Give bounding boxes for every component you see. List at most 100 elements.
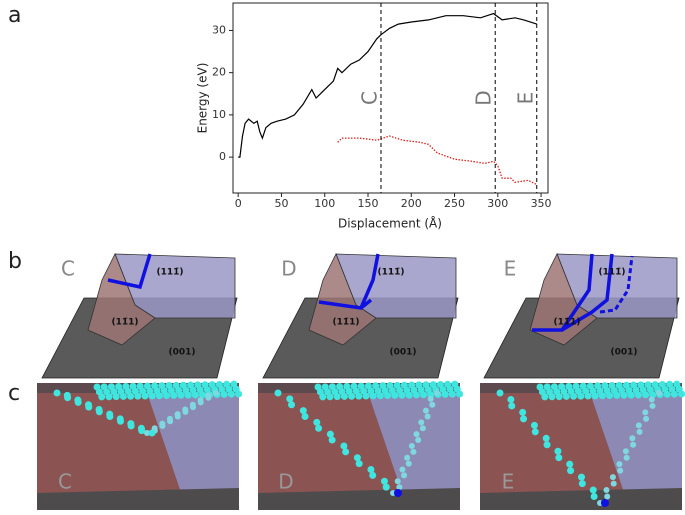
atom bbox=[663, 390, 671, 398]
face-label: (11̄1) bbox=[553, 318, 580, 328]
atom bbox=[170, 391, 178, 399]
atom bbox=[419, 425, 426, 432]
atom bbox=[369, 471, 377, 479]
face-label: (001) bbox=[389, 348, 416, 358]
atom bbox=[199, 391, 207, 399]
atom bbox=[163, 392, 171, 400]
x-axis-label: Displacement (Å) bbox=[338, 216, 442, 231]
atom bbox=[117, 417, 125, 425]
atom bbox=[630, 441, 637, 448]
atom bbox=[53, 389, 61, 397]
atom bbox=[591, 392, 599, 400]
atom bbox=[622, 448, 629, 455]
data-line bbox=[337, 135, 538, 186]
atom bbox=[382, 483, 390, 491]
atom bbox=[566, 460, 574, 468]
atom bbox=[429, 401, 436, 408]
core-atom bbox=[394, 489, 402, 497]
atom bbox=[197, 397, 204, 404]
atom bbox=[380, 477, 388, 485]
atom bbox=[418, 419, 425, 426]
atom bbox=[620, 391, 628, 399]
face-label: (11̄1) bbox=[111, 318, 138, 328]
atom bbox=[326, 393, 334, 401]
x-tick-label: 150 bbox=[358, 197, 379, 210]
atom bbox=[274, 389, 282, 397]
core-atom bbox=[601, 499, 609, 507]
atom bbox=[64, 394, 72, 402]
atom bbox=[623, 454, 630, 461]
facet-diagram: E (111̄) (11̄1) (001) bbox=[483, 253, 680, 379]
face-label: (111̄) bbox=[377, 268, 404, 278]
atom bbox=[301, 413, 309, 421]
y-axis-label: Energy (eV) bbox=[196, 63, 210, 134]
atom bbox=[617, 467, 624, 474]
atom bbox=[376, 392, 384, 400]
face-label: (001) bbox=[168, 348, 195, 358]
atom bbox=[319, 393, 327, 401]
atom bbox=[420, 391, 428, 399]
marker-label: C bbox=[357, 91, 381, 105]
panel-label: b bbox=[8, 249, 22, 274]
atom bbox=[415, 437, 422, 444]
x-tick-label: 50 bbox=[274, 197, 288, 210]
atom bbox=[410, 448, 417, 455]
snapshot-label: E bbox=[502, 470, 515, 494]
atom bbox=[398, 391, 406, 399]
atom bbox=[95, 408, 103, 416]
atom bbox=[328, 436, 336, 444]
x-tick-label: 350 bbox=[531, 197, 552, 210]
facet-label: C bbox=[61, 257, 75, 281]
snapshot-red-plane bbox=[258, 393, 408, 510]
atom bbox=[424, 413, 431, 420]
dislocation-line bbox=[107, 253, 152, 290]
atom bbox=[441, 390, 449, 398]
marker-label: D bbox=[472, 90, 496, 105]
atom bbox=[405, 391, 413, 399]
atom bbox=[134, 392, 142, 400]
atom bbox=[413, 431, 420, 438]
atom bbox=[541, 393, 549, 401]
atom bbox=[348, 392, 356, 400]
atom bbox=[174, 411, 181, 418]
atom bbox=[313, 418, 321, 426]
atom bbox=[554, 447, 562, 455]
atom bbox=[519, 408, 527, 416]
atom bbox=[629, 435, 636, 442]
atom bbox=[520, 415, 528, 423]
atom bbox=[384, 392, 392, 400]
atom bbox=[227, 390, 235, 398]
atom bbox=[609, 474, 616, 481]
y-tick-label: 30 bbox=[212, 23, 226, 36]
atom bbox=[636, 428, 643, 435]
facet-diagram: C (111̄) (11̄1) (001) bbox=[41, 253, 238, 379]
y-tick-label: 20 bbox=[212, 66, 226, 79]
atom bbox=[355, 392, 363, 400]
face-label: (001) bbox=[610, 348, 637, 358]
atom bbox=[610, 480, 617, 487]
plot-frame bbox=[232, 2, 549, 194]
atom bbox=[98, 393, 106, 401]
face-label: (111̄) bbox=[156, 268, 183, 278]
atom bbox=[288, 401, 296, 409]
atom bbox=[548, 393, 556, 401]
facet-diagram: D (111̄) (11̄1) (001) bbox=[262, 253, 459, 379]
atom bbox=[584, 392, 592, 400]
atom bbox=[396, 484, 403, 491]
atom bbox=[159, 420, 166, 427]
marker-label: E bbox=[513, 92, 537, 105]
atom bbox=[649, 391, 657, 399]
atom bbox=[105, 393, 113, 401]
atom bbox=[422, 407, 429, 414]
panel-label: c bbox=[8, 381, 20, 406]
atom bbox=[353, 454, 361, 462]
atom bbox=[542, 434, 550, 442]
atom bbox=[642, 391, 650, 399]
atom bbox=[408, 442, 415, 449]
atom bbox=[144, 430, 150, 436]
atom bbox=[394, 478, 401, 485]
atom bbox=[399, 466, 406, 473]
plane-1-11 bbox=[308, 253, 377, 346]
atom bbox=[635, 422, 642, 429]
